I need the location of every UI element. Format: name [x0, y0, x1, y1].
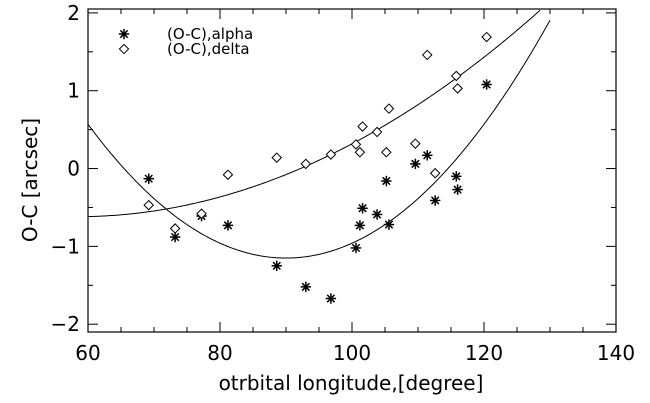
legend-marker-delta: [118, 43, 130, 55]
asterisk-stroke: [411, 159, 420, 169]
data-point-delta: [350, 139, 362, 150]
asterisk-stroke: [355, 221, 365, 230]
data-point-delta: [354, 146, 366, 158]
data-point-delta: [196, 208, 207, 220]
asterisk-stroke: [423, 151, 432, 160]
asterisk-stroke: [384, 220, 394, 229]
x-tick-label: 100: [333, 341, 371, 365]
legend-label-alpha: (O-C),alpha: [167, 25, 253, 43]
y-tick-label: 2: [67, 1, 80, 25]
data-point-alpha: [271, 260, 282, 272]
data-point-delta: [381, 146, 392, 158]
data-point-delta: [452, 83, 463, 94]
data-point-alpha: [481, 79, 492, 90]
legend-label-delta: (O-C),delta: [167, 40, 250, 58]
data-point-alpha: [381, 175, 392, 187]
data-point-delta: [325, 149, 337, 160]
y-tick-label: −2: [51, 312, 80, 336]
data-point-alpha: [371, 209, 383, 220]
data-point-delta: [481, 31, 492, 43]
data-point-delta: [410, 138, 421, 149]
data-point-alpha: [383, 219, 395, 230]
x-axis-label: otrbital longitude,[degree]: [219, 371, 484, 395]
data-point-delta: [421, 49, 433, 61]
data-point-alpha: [222, 220, 234, 231]
series-alpha: [143, 79, 492, 304]
x-tick-label: 60: [75, 341, 100, 365]
data-point-alpha: [451, 171, 462, 182]
data-point-alpha: [143, 173, 154, 184]
data-point-delta: [271, 152, 283, 163]
data-point-delta: [383, 103, 395, 114]
data-point-alpha: [357, 203, 368, 214]
asterisk-stroke: [372, 210, 382, 219]
fit-curve-2: [88, 19, 551, 259]
fit-curve-1: [88, 9, 541, 218]
asterisk-stroke: [170, 232, 180, 242]
y-tick-label: 1: [67, 79, 80, 103]
data-point-delta: [300, 158, 312, 170]
data-point-alpha: [325, 293, 337, 304]
data-point-delta: [143, 199, 155, 211]
series-delta: [143, 31, 492, 234]
data-point-alpha: [169, 231, 181, 243]
data-point-delta: [222, 169, 234, 181]
asterisk-stroke: [482, 80, 491, 89]
data-point-alpha: [354, 220, 366, 231]
asterisk-stroke: [452, 172, 461, 181]
asterisk-stroke: [144, 174, 153, 183]
data-point-delta: [450, 70, 462, 82]
x-tick-label: 80: [207, 341, 232, 365]
data-point-delta: [371, 126, 383, 138]
x-tick-label: 140: [597, 341, 635, 365]
asterisk-stroke: [326, 294, 336, 303]
asterisk-stroke: [351, 243, 361, 253]
data-point-alpha: [422, 150, 433, 161]
y-axis-label: O-C [arcsec]: [18, 118, 42, 242]
y-tick-label: 0: [67, 157, 80, 181]
legend: (O-C),alpha(O-C),delta: [118, 25, 253, 58]
x-tick-label: 120: [465, 341, 503, 365]
data-point-alpha: [452, 184, 463, 195]
asterisk-stroke: [382, 176, 391, 186]
fit-curves: [88, 9, 551, 259]
data-point-alpha: [300, 281, 311, 293]
asterisk-stroke: [223, 221, 233, 230]
y-tick-label: −1: [51, 234, 80, 258]
asterisk-stroke: [430, 196, 440, 205]
asterisk-stroke: [453, 185, 462, 194]
data-point-alpha: [429, 195, 441, 206]
asterisk-stroke: [272, 261, 281, 271]
axes: 60 80 100 120 140 −2 −1 0 1 2: [51, 1, 636, 365]
data-point-alpha: [350, 242, 362, 254]
data-point-alpha: [410, 158, 421, 170]
data-points: [143, 31, 492, 304]
data-point-delta: [357, 121, 368, 132]
asterisk-stroke: [301, 282, 311, 292]
data-point-delta: [169, 223, 181, 234]
data-point-delta: [429, 167, 441, 179]
asterisk-stroke: [358, 204, 367, 213]
asterisk-stroke: [119, 29, 129, 39]
legend-marker-alpha: [118, 28, 130, 40]
